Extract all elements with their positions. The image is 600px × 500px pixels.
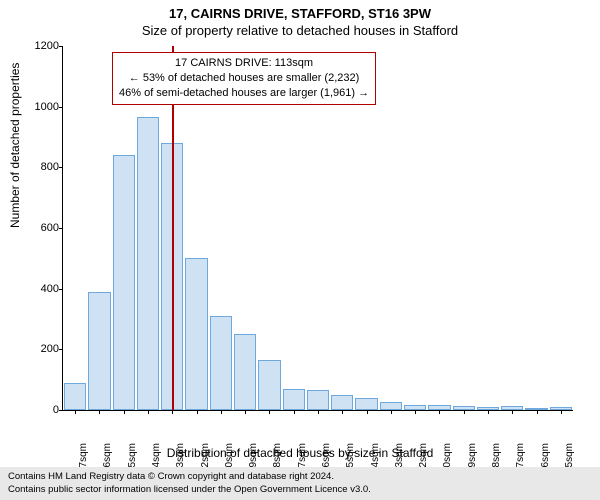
histogram-bar [64, 383, 86, 410]
y-tick-mark [59, 167, 63, 168]
x-tick-mark [245, 410, 246, 414]
annotation-line1: 17 CAIRNS DRIVE: 113sqm [119, 56, 369, 71]
x-tick-mark [99, 410, 100, 414]
x-tick-mark [439, 410, 440, 414]
y-tick-label: 200 [25, 343, 59, 355]
y-tick-mark [59, 289, 63, 290]
x-tick-mark [124, 410, 125, 414]
x-tick-mark [391, 410, 392, 414]
y-tick-mark [59, 349, 63, 350]
chart-container: 02004006008001000120037sqm56sqm75sqm94sq… [62, 46, 572, 410]
footer: Contains HM Land Registry data © Crown c… [0, 467, 600, 500]
x-tick-mark [318, 410, 319, 414]
histogram-bar [234, 334, 256, 410]
x-tick-mark [197, 410, 198, 414]
histogram-bar [113, 155, 135, 410]
y-tick-label: 1000 [25, 101, 59, 113]
histogram-bar [283, 389, 305, 410]
x-tick-mark [464, 410, 465, 414]
y-tick-mark [59, 46, 63, 47]
annotation-line2: ← 53% of detached houses are smaller (2,… [119, 71, 369, 86]
x-tick-mark [342, 410, 343, 414]
footer-line2: Contains public sector information licen… [8, 484, 592, 496]
histogram-bar [88, 292, 110, 410]
x-axis-label: Distribution of detached houses by size … [0, 446, 600, 460]
histogram-bar [210, 316, 232, 410]
histogram-bar [331, 395, 353, 410]
y-tick-label: 600 [25, 222, 59, 234]
footer-line1: Contains HM Land Registry data © Crown c… [8, 471, 592, 483]
x-tick-mark [294, 410, 295, 414]
x-tick-mark [512, 410, 513, 414]
x-tick-mark [488, 410, 489, 414]
histogram-bar [355, 398, 377, 410]
annotation-line3: 46% of semi-detached houses are larger (… [119, 86, 369, 101]
page-title: 17, CAIRNS DRIVE, STAFFORD, ST16 3PW [0, 0, 600, 21]
y-tick-label: 1200 [25, 40, 59, 52]
y-tick-mark [59, 410, 63, 411]
histogram-bar [258, 360, 280, 410]
histogram-bar [380, 402, 402, 410]
y-tick-label: 400 [25, 283, 59, 295]
histogram-bar [185, 258, 207, 410]
x-tick-mark [148, 410, 149, 414]
x-tick-mark [367, 410, 368, 414]
x-tick-mark [561, 410, 562, 414]
x-tick-mark [269, 410, 270, 414]
y-axis-label: Number of detached properties [8, 63, 22, 228]
x-tick-mark [172, 410, 173, 414]
annotation-box: 17 CAIRNS DRIVE: 113sqm ← 53% of detache… [112, 52, 376, 105]
x-tick-mark [537, 410, 538, 414]
page-subtitle: Size of property relative to detached ho… [0, 21, 600, 38]
y-tick-mark [59, 228, 63, 229]
histogram-bar [137, 117, 159, 410]
y-tick-mark [59, 107, 63, 108]
x-tick-mark [75, 410, 76, 414]
x-tick-mark [415, 410, 416, 414]
y-tick-label: 800 [25, 161, 59, 173]
x-tick-mark [221, 410, 222, 414]
y-tick-label: 0 [25, 404, 59, 416]
histogram-bar [307, 390, 329, 410]
